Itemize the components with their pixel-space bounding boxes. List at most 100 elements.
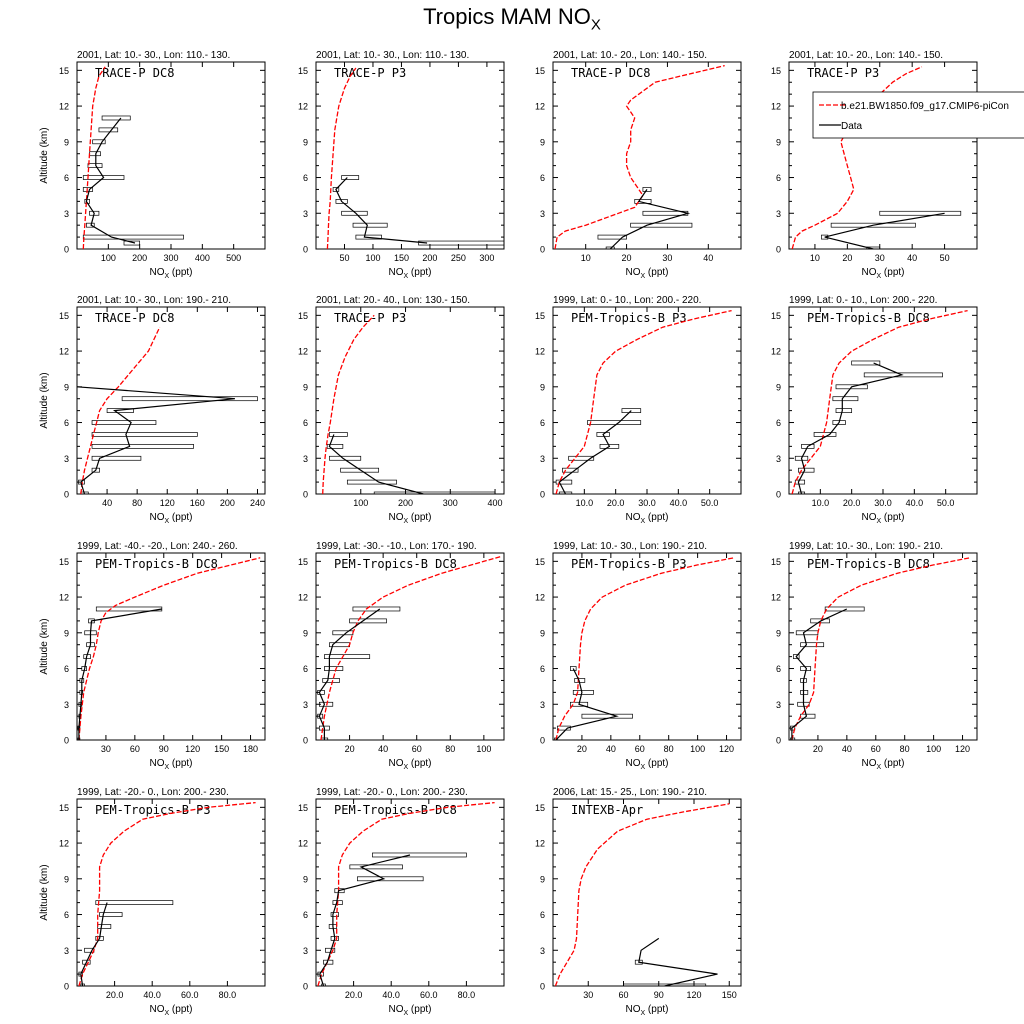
y-tick-label: 6 [64,910,69,920]
y-tick-label: 9 [776,382,781,392]
data-range-box [570,666,577,671]
x-tick-label: 30 [662,253,672,263]
plot-frame [788,306,978,495]
panel-15: 2006, Lat: 15.- 25., Lon: 190.- 210. INTE… [535,787,742,1017]
y-tick-label: 12 [298,839,308,849]
y-tick-label: 0 [303,245,308,255]
y-tick-label: 0 [64,490,69,500]
legend-box [812,91,1024,139]
plot-area [82,66,184,249]
plot-frame [788,552,978,741]
panel-subtitle: 2006, Lat: 15.- 25., Lon: 190.- 210. [553,787,707,798]
x-tick-label: 80 [132,498,142,508]
y-tick-label: 6 [303,910,308,920]
data-range-box [357,876,424,882]
y-tick-label: 3 [776,209,781,219]
x-tick-label: 80.0 [458,990,476,1000]
x-tick-label: 100 [101,253,116,263]
x-tick-label: 90 [654,990,664,1000]
x-axis-label: NOX (ppt) [625,758,668,771]
data-range-box [568,455,595,461]
y-tick-label: 3 [303,454,308,464]
data-range-box [630,222,693,228]
x-tick-label: 20.0 [843,498,861,508]
y-tick-label: 0 [303,490,308,500]
panel-10: 1999, Lat: -30.- -10., Lon: 170.- 190. PE… [298,541,505,771]
x-tick-label: 90 [159,744,169,754]
data-range-box [121,396,258,402]
y-tick-label: 3 [64,209,69,219]
x-tick-label: 60 [635,744,645,754]
y-axis-label: Altitude (km) [39,372,50,428]
data-range-box [352,222,388,228]
model-series-line [322,314,375,494]
data-range-box [621,408,642,413]
y-tick-label: 9 [540,628,545,638]
campaign-label: TRACE-P P3 [334,311,406,325]
data-series-line [638,937,718,986]
y-tick-label: 12 [298,102,308,112]
data-range-box [91,467,100,473]
data-range-box [322,678,340,683]
data-range-box [349,864,403,870]
model-series-line [320,555,501,740]
data-range-box [800,713,816,719]
plot-frame [315,552,505,741]
x-tick-label: 50.0 [937,498,955,508]
panel-2: 2001, Lat: 10.- 30., Lon: 110.- 130. TRAC… [298,50,505,280]
y-tick-label: 6 [64,418,69,428]
y-tick-label: 9 [64,137,69,147]
data-range-box [89,151,101,157]
x-tick-label: 20 [577,744,587,754]
model-series-line [82,66,106,249]
campaign-label: TRACE-P P3 [807,66,879,80]
x-axis-label: NOX (ppt) [861,512,904,525]
x-tick-label: 30 [101,744,111,754]
data-range-box [587,420,642,425]
data-series-line [335,177,428,244]
data-range-box [821,234,829,240]
plot-frame [315,306,505,495]
y-tick-label: 15 [59,803,69,813]
data-range-box [879,210,962,216]
y-tick-label: 0 [303,982,308,992]
y-tick-label: 6 [540,664,545,674]
y-tick-label: 0 [540,245,545,255]
y-tick-label: 9 [64,382,69,392]
data-series-line [80,902,108,986]
y-tick-label: 15 [771,557,781,567]
data-range-box [798,467,815,473]
y-tick-label: 6 [303,418,308,428]
data-range-box [91,444,194,449]
plot-area [326,67,504,249]
x-tick-label: 60 [871,744,881,754]
x-tick-label: 120 [185,744,200,754]
legend-data-label: Data [841,121,863,132]
x-tick-label: 400 [488,498,503,508]
data-range-box [95,900,174,905]
data-range-box [835,408,853,413]
x-tick-label: 60 [412,744,422,754]
data-range-box [605,246,615,249]
x-tick-label: 60 [618,990,628,1000]
y-axis-label: Altitude (km) [39,864,50,920]
model-series-line [78,801,256,986]
x-tick-label: 80 [445,744,455,754]
x-tick-label: 20.0 [607,498,625,508]
data-series-line [77,386,235,494]
data-range-box [332,630,354,636]
x-tick-label: 250 [451,253,466,263]
panel-1: 2001, Lat: 10.- 30., Lon: 110.- 130. TRAC… [39,50,266,280]
x-tick-label: 40.0 [143,990,161,1000]
x-axis-label: NOX (ppt) [149,1004,192,1017]
model-series-line [80,326,161,494]
panel-subtitle: 1999, Lat: -20.- 0., Lon: 200.- 230. [77,787,229,798]
x-tick-label: 240 [250,498,265,508]
data-range-box [800,690,809,695]
x-axis-label: NOX (ppt) [861,267,904,280]
panel-11: 1999, Lat: 10.- 30., Lon: 190.- 210. PEM-… [535,541,742,771]
y-tick-label: 15 [535,66,545,76]
y-tick-label: 3 [303,209,308,219]
plot-frame [76,306,266,495]
